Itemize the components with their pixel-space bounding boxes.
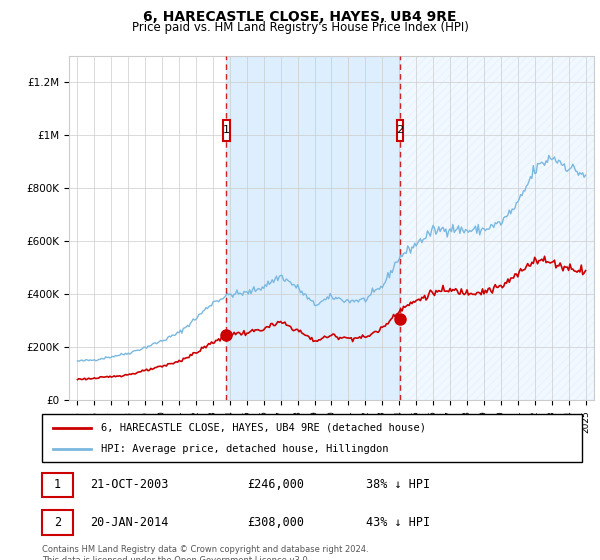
Text: 43% ↓ HPI: 43% ↓ HPI [366,516,430,529]
Text: 1: 1 [54,478,61,492]
Text: 2: 2 [397,125,404,135]
Text: HPI: Average price, detached house, Hillingdon: HPI: Average price, detached house, Hill… [101,444,389,454]
Text: 20-JAN-2014: 20-JAN-2014 [91,516,169,529]
Text: 21-OCT-2003: 21-OCT-2003 [91,478,169,492]
Bar [42,473,73,497]
Text: 6, HARECASTLE CLOSE, HAYES, UB4 9RE: 6, HARECASTLE CLOSE, HAYES, UB4 9RE [143,10,457,24]
Bar [400,56,594,400]
Bar [226,56,400,400]
Text: Price paid vs. HM Land Registry's House Price Index (HPI): Price paid vs. HM Land Registry's House … [131,21,469,34]
Text: 6, HARECASTLE CLOSE, HAYES, UB4 9RE (detached house): 6, HARECASTLE CLOSE, HAYES, UB4 9RE (det… [101,423,427,433]
Bar [223,120,230,141]
Bar [397,120,403,141]
Text: Contains HM Land Registry data © Crown copyright and database right 2024.
This d: Contains HM Land Registry data © Crown c… [42,545,368,560]
Bar [42,510,73,535]
Text: £308,000: £308,000 [247,516,304,529]
Text: £246,000: £246,000 [247,478,304,492]
Text: 1: 1 [223,125,230,135]
Text: 2: 2 [54,516,61,529]
Text: 38% ↓ HPI: 38% ↓ HPI [366,478,430,492]
